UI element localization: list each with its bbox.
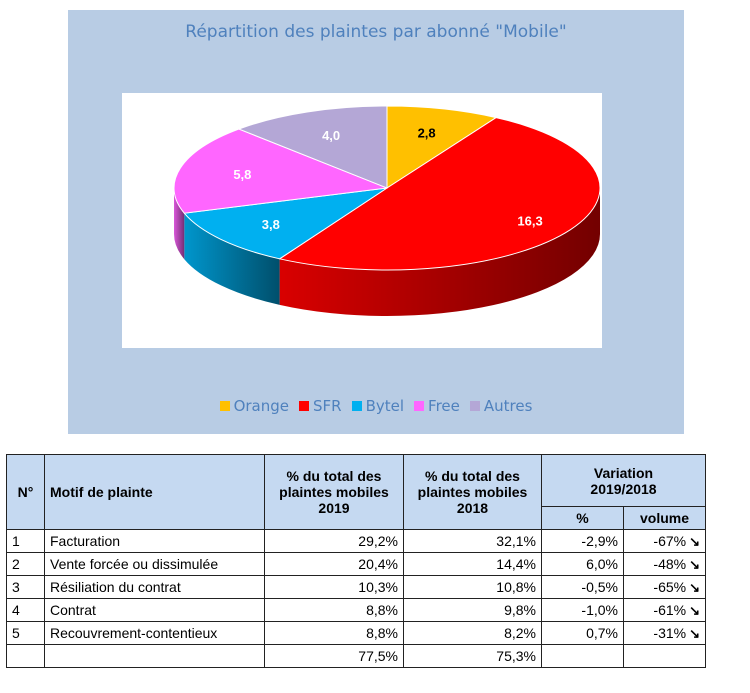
legend-label: Bytel: [365, 397, 405, 415]
cell-pct2019: 8,8%: [264, 598, 404, 622]
arrow-down-right-icon: ↘: [689, 602, 700, 618]
pie-side-sfr: [279, 188, 600, 316]
cell-num: 4: [6, 598, 45, 622]
table-row: 5 Recouvrement-contentieux 8,8% 8,2% 0,7% -31…: [6, 621, 706, 645]
pie-side-free: [174, 188, 185, 260]
arrow-down-right-icon: ↘: [689, 625, 700, 641]
header-var-pct: %: [541, 506, 624, 530]
legend-item-bytel: Bytel: [351, 397, 405, 415]
cell-pct2019: 8,8%: [264, 621, 404, 645]
data-table: N° Motif de plainte % du total des plain…: [6, 454, 706, 668]
cell-num: 3: [6, 575, 45, 599]
pie-slice-free: [173, 128, 388, 214]
legend-swatch: [351, 401, 362, 411]
cell-motif: Recouvrement-contentieux: [44, 621, 265, 645]
cell-pct2018: 8,2%: [403, 621, 542, 645]
legend-item-orange: Orange: [219, 397, 290, 415]
legend-label: Free: [428, 397, 460, 415]
legend-swatch: [469, 401, 480, 411]
pie-slice-orange: [386, 105, 498, 189]
cell-var-volume: [623, 644, 706, 668]
cell-motif: Résiliation du contrat: [44, 575, 265, 599]
cell-pct2018: 32,1%: [403, 529, 542, 553]
legend-swatch: [414, 401, 425, 411]
cell-pct2019: 10,3%: [264, 575, 404, 599]
plot-area: 2,8 16,3 3,8 5,8 4,0: [122, 93, 602, 348]
pie-slice-autres: [237, 105, 388, 189]
arrow-down-right-icon: ↘: [689, 556, 700, 572]
legend-item-free: Free: [414, 397, 460, 415]
legend-label: SFR: [313, 397, 342, 415]
cell-var-pct: -1,0%: [541, 598, 624, 622]
cell-var-volume: -65% ↘: [623, 575, 706, 599]
arrow-down-right-icon: ↘: [689, 533, 700, 549]
legend-swatch: [219, 401, 230, 411]
arrow-down-right-icon: ↘: [689, 579, 700, 595]
data-label-orange: 2,8: [418, 126, 436, 141]
header-motif: Motif de plainte: [44, 454, 265, 530]
header-pct2019: % du total des plaintes mobiles 2019: [264, 454, 404, 530]
chart-title: Répartition des plaintes par abonné "Mob…: [185, 22, 567, 42]
table-row: 1 Facturation 29,2% 32,1% -2,9% -67% ↘: [6, 529, 706, 553]
legend-item-sfr: SFR: [299, 397, 342, 415]
data-label-autres: 4,0: [322, 128, 340, 143]
cell-total-pct2019: 77,5%: [264, 644, 404, 668]
table-total-row: 77,5% 75,3%: [6, 644, 706, 668]
cell-num: 1: [6, 529, 45, 553]
chart-panel: Répartition des plaintes par abonné "Mob…: [68, 10, 684, 434]
header-var-volume: volume: [623, 506, 706, 530]
table-body: 1 Facturation 29,2% 32,1% -2,9% -67% ↘ 2 Vente f…: [6, 529, 706, 668]
cell-motif: Facturation: [44, 529, 265, 553]
data-label-free: 5,8: [233, 167, 251, 182]
header-variation: Variation 2019/2018: [541, 454, 706, 507]
cell-num: 5: [6, 621, 45, 645]
cell-pct2018: 10,8%: [403, 575, 542, 599]
pie-side-bytel: [184, 213, 280, 305]
table-row: 2 Vente forcée ou dissimulée 20,4% 14,4% 6,0…: [6, 552, 706, 576]
cell-var-pct: 0,7%: [541, 621, 624, 645]
data-label-sfr: 16,3: [517, 214, 542, 229]
cell-var-volume: -67% ↘: [623, 529, 706, 553]
cell-motif: Contrat: [44, 598, 265, 622]
cell-var-volume: -48% ↘: [623, 552, 706, 576]
data-label-bytel: 3,8: [262, 217, 280, 232]
legend-label: Orange: [233, 397, 290, 415]
cell-pct2018: 14,4%: [403, 552, 542, 576]
legend-swatch: [299, 401, 310, 411]
cell-total-pct2018: 75,3%: [403, 644, 542, 668]
legend: Orange SFR Bytel Free Autres: [68, 397, 684, 415]
table-row: 4 Contrat 8,8% 9,8% -1,0% -61% ↘: [6, 598, 706, 622]
cell-pct2019: 20,4%: [264, 552, 404, 576]
cell-motif: [44, 644, 265, 668]
table-row: 3 Résiliation du contrat 10,3% 10,8% -0,5% -6…: [6, 575, 706, 599]
cell-var-volume: -61% ↘: [623, 598, 706, 622]
header-pct2018: % du total des plaintes mobiles 2018: [403, 454, 542, 530]
pie-slice-bytel: [183, 187, 388, 260]
cell-var-pct: -2,9%: [541, 529, 624, 553]
legend-label: Autres: [483, 397, 533, 415]
cell-motif: Vente forcée ou dissimulée: [44, 552, 265, 576]
header-num: N°: [6, 454, 45, 530]
cell-var-pct: 6,0%: [541, 552, 624, 576]
cell-var-pct: -0,5%: [541, 575, 624, 599]
cell-num: 2: [6, 552, 45, 576]
pie-slice-sfr: [278, 117, 601, 271]
cell-var-pct: [541, 644, 624, 668]
cell-var-volume: -31% ↘: [623, 621, 706, 645]
cell-num: [6, 644, 45, 668]
cell-pct2019: 29,2%: [264, 529, 404, 553]
cell-pct2018: 9,8%: [403, 598, 542, 622]
legend-item-autres: Autres: [469, 397, 533, 415]
pie-chart: 2,8 16,3 3,8 5,8 4,0: [173, 105, 601, 316]
